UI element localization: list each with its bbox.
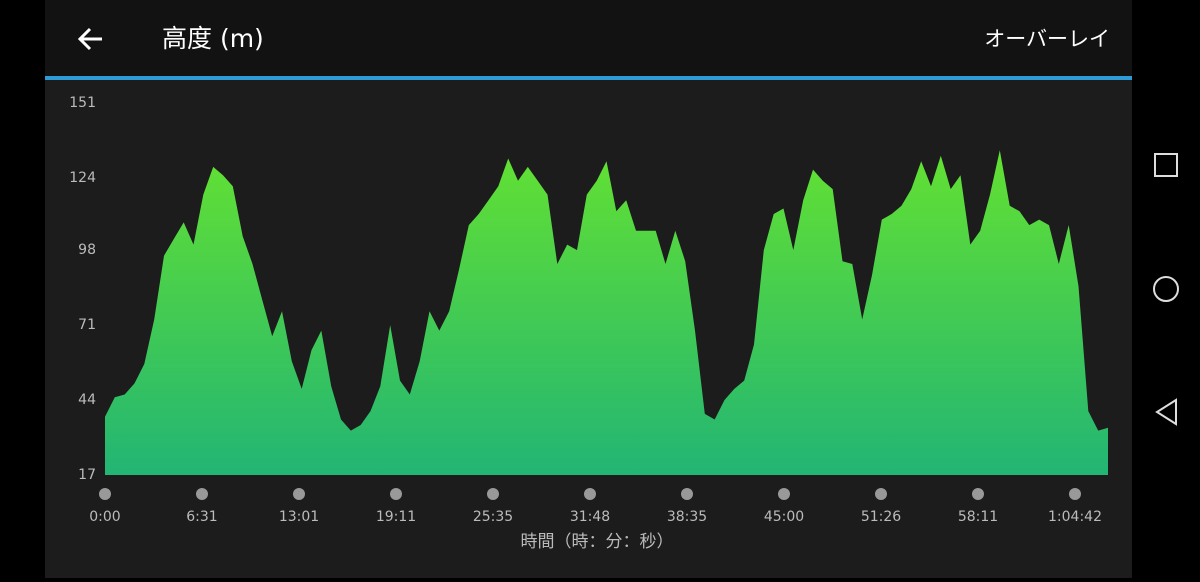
x-tick-dot — [875, 488, 887, 500]
x-tick-label: 6:31 — [186, 509, 217, 525]
x-tick-label: 38:35 — [667, 509, 707, 525]
x-tick-label: 0:00 — [89, 509, 120, 525]
home-button[interactable] — [1153, 276, 1179, 302]
x-tick-dot — [972, 488, 984, 500]
x-tick-dot — [778, 488, 790, 500]
x-tick-label: 31:48 — [570, 509, 610, 525]
x-tick-dot — [681, 488, 693, 500]
x-tick-dot — [390, 488, 402, 500]
chart: 17 44 71 98 124 151 0:00 6:31 13:01 19:11 25:35 31:… — [69, 95, 1108, 552]
divider — [45, 76, 1132, 80]
x-tick-label: 13:01 — [279, 509, 319, 525]
x-axis-label: 時間（時：分：秒） — [521, 532, 674, 552]
overlay-button[interactable]: オーバーレイ — [984, 27, 1110, 51]
back-button[interactable] — [77, 27, 102, 51]
x-tick-dot — [196, 488, 208, 500]
elevation-area — [105, 150, 1108, 475]
x-tick-label: 51:26 — [861, 509, 901, 525]
x-tick-label: 45:00 — [764, 509, 804, 525]
x-tick-label: 19:11 — [376, 509, 416, 525]
y-tick-label: 98 — [78, 242, 96, 258]
y-tick-label: 124 — [69, 170, 96, 186]
y-tick-label: 71 — [78, 317, 96, 333]
x-tick-label: 58:11 — [958, 509, 998, 525]
recents-button[interactable] — [1154, 153, 1178, 177]
y-tick-label: 44 — [78, 392, 96, 408]
x-tick-dot — [293, 488, 305, 500]
title: 高度 (m) — [162, 24, 264, 53]
y-tick-label: 151 — [69, 95, 96, 111]
x-tick-label: 1:04:42 — [1048, 509, 1102, 525]
x-tick-dot — [99, 488, 111, 500]
nav-back-button[interactable] — [1155, 398, 1177, 426]
x-tick-label: 25:35 — [473, 509, 513, 525]
x-tick-dot — [584, 488, 596, 500]
x-tick-dot — [487, 488, 499, 500]
app-bar — [45, 0, 1132, 76]
y-tick-label: 17 — [78, 467, 96, 483]
x-tick-dot — [1069, 488, 1081, 500]
